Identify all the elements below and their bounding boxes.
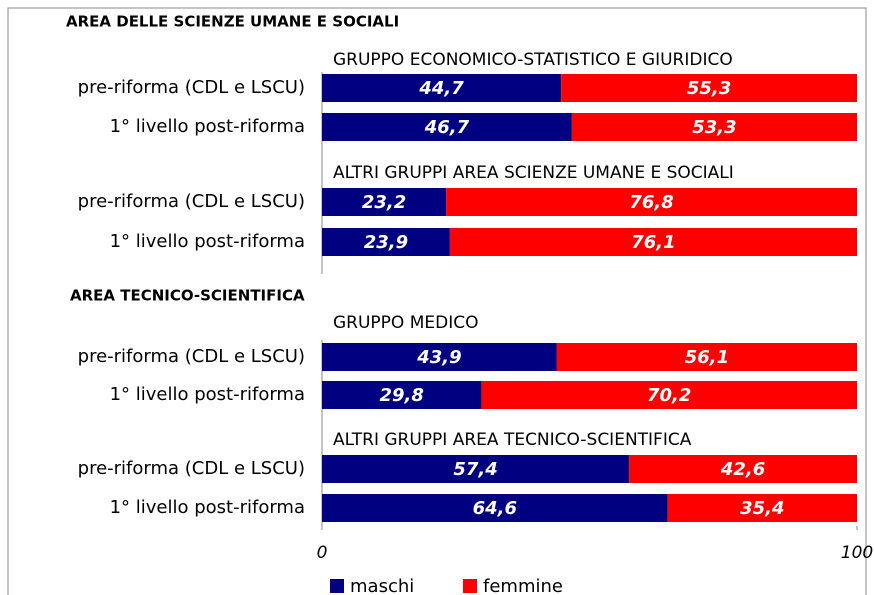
group-title: GRUPPO MEDICO	[333, 313, 478, 333]
bar-segment	[322, 381, 482, 409]
bar-segment	[322, 228, 450, 256]
bar-segment	[322, 74, 562, 102]
value-label: 23,2	[362, 192, 406, 213]
value-label: 53,3	[692, 117, 736, 138]
value-label: 57,4	[453, 459, 497, 480]
category-label: 1° livello post-riforma	[110, 231, 305, 252]
category-label: 1° livello post-riforma	[110, 116, 305, 137]
bar-segment	[571, 113, 857, 141]
value-label: 64,6	[473, 498, 517, 519]
legend-label: femmine	[483, 576, 563, 595]
legend-swatch	[330, 579, 344, 593]
group-title: GRUPPO ECONOMICO-STATISTICO E GIURIDICO	[333, 50, 733, 70]
group-title: ALTRI GRUPPI AREA TECNICO-SCIENTIFICA	[333, 430, 692, 450]
x-tick-label: 0	[317, 543, 328, 563]
bar-segment	[629, 455, 857, 483]
bar-segment	[556, 343, 857, 371]
value-label: 42,6	[720, 459, 765, 480]
bar-segment	[449, 228, 857, 256]
category-label: 1° livello post-riforma	[110, 497, 305, 518]
value-label: 46,7	[424, 117, 470, 138]
legend-swatch	[463, 579, 477, 593]
value-label: 29,8	[380, 385, 424, 406]
value-label: 23,9	[364, 232, 408, 253]
category-label: 1° livello post-riforma	[110, 384, 305, 405]
bar-segment	[446, 188, 857, 216]
bar-segment	[561, 74, 857, 102]
bar-segment	[322, 188, 447, 216]
x-tick-label: 100	[841, 543, 873, 563]
bar-segment	[322, 113, 572, 141]
bar-segment	[322, 343, 557, 371]
category-label: pre-riforma (CDL e LSCU)	[78, 191, 305, 212]
category-label: pre-riforma (CDL e LSCU)	[78, 458, 305, 479]
section-title: AREA TECNICO-SCIENTIFICA	[70, 287, 305, 305]
value-label: 56,1	[685, 347, 729, 368]
value-label: 76,8	[629, 192, 673, 213]
bar-segment	[667, 494, 857, 522]
bar-segment	[322, 494, 668, 522]
value-label: 76,1	[631, 232, 675, 253]
section-title: AREA DELLE SCIENZE UMANE E SOCIALI	[66, 13, 399, 31]
value-label: 35,4	[740, 498, 784, 519]
value-label: 70,2	[647, 385, 691, 406]
bar-segment	[322, 455, 630, 483]
legend-label: maschi	[350, 576, 414, 595]
value-label: 44,7	[418, 78, 464, 99]
value-label: 43,9	[416, 347, 461, 368]
group-title: ALTRI GRUPPI AREA SCIENZE UMANE E SOCIAL…	[333, 163, 734, 183]
bar-segment	[481, 381, 857, 409]
frame	[7, 7, 867, 595]
category-label: pre-riforma (CDL e LSCU)	[78, 77, 305, 98]
category-label: pre-riforma (CDL e LSCU)	[78, 346, 305, 367]
value-label: 55,3	[687, 78, 731, 99]
